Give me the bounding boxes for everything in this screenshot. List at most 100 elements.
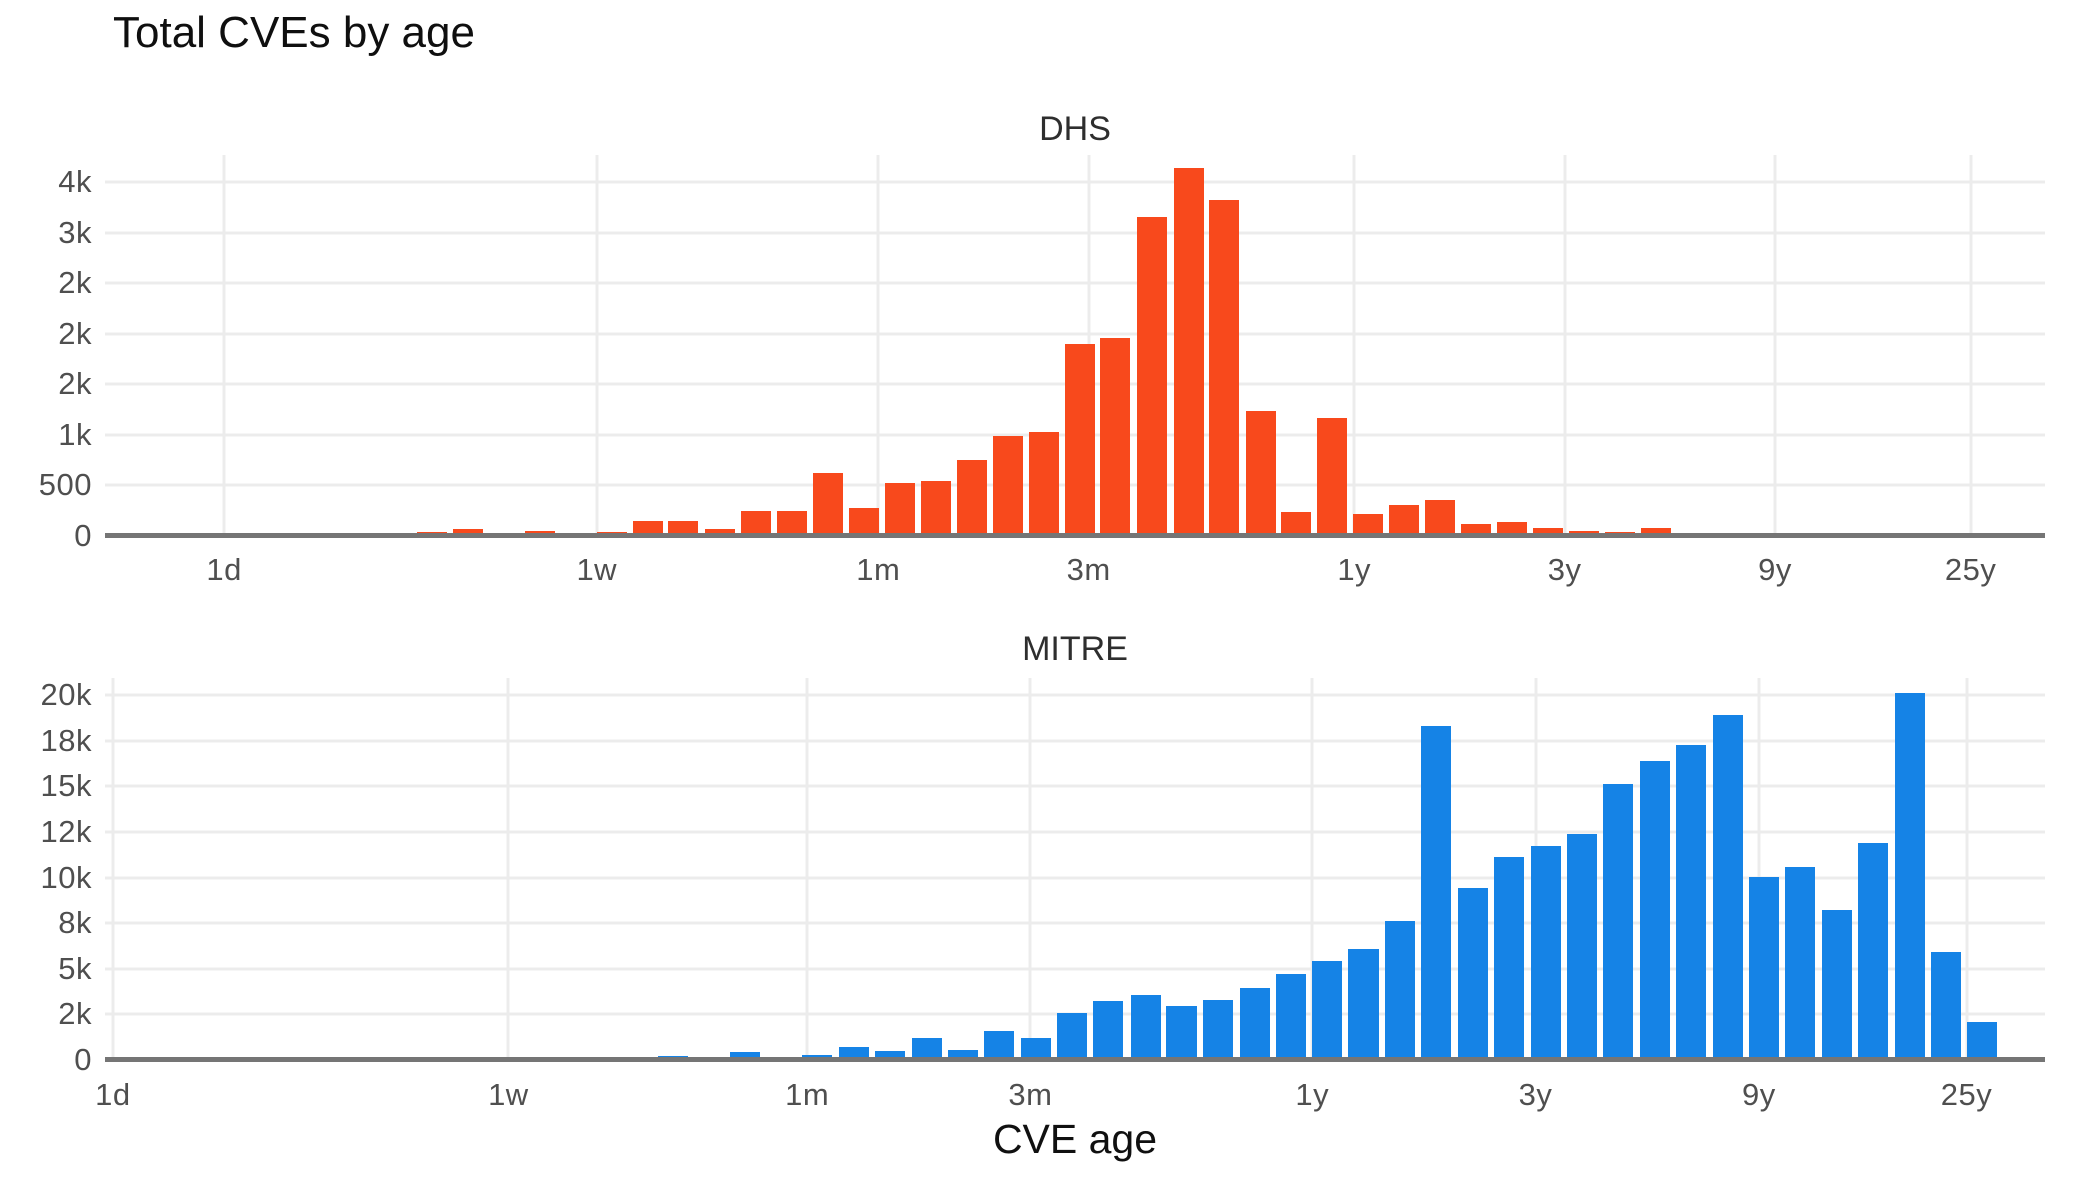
bar — [1930, 952, 1961, 1060]
bar — [1239, 987, 1270, 1060]
x-tick-label: 1y — [1295, 1077, 1330, 1112]
bar — [1281, 511, 1312, 536]
x-gridline — [595, 155, 599, 536]
x-tick-label: 9y — [1758, 552, 1792, 587]
bar — [884, 483, 916, 536]
bar — [1353, 513, 1384, 536]
bar — [776, 510, 808, 536]
y-tick-label: 3k — [58, 214, 92, 250]
bar — [704, 528, 735, 536]
bar — [911, 1038, 942, 1060]
x-gridline — [1352, 155, 1356, 536]
x-tick-label: 1w — [488, 1077, 529, 1112]
y-gridline — [105, 830, 2045, 834]
bar — [1533, 527, 1564, 536]
y-gridline — [105, 784, 2045, 788]
bar — [849, 508, 880, 536]
bar — [948, 1049, 979, 1060]
y-tick-label: 20k — [40, 677, 92, 712]
axis-baseline — [105, 1057, 2045, 1062]
x-tick-label: 1w — [576, 552, 618, 587]
x-tick-label: 9y — [1741, 1077, 1776, 1112]
bar — [1641, 528, 1672, 536]
y-gridline — [105, 180, 2045, 184]
y-axis-labels: 0 500 1k 2k 2k 2k 3k 4k — [0, 155, 92, 553]
y-tick-label: 4k — [58, 164, 92, 200]
bar — [1821, 910, 1852, 1060]
bar — [741, 510, 772, 536]
x-tick-label: 3y — [1518, 1077, 1553, 1112]
bar — [1748, 876, 1779, 1060]
bar — [1530, 846, 1561, 1060]
bar — [1494, 857, 1525, 1060]
bar — [1384, 921, 1415, 1060]
bar — [838, 1047, 869, 1060]
bar — [1208, 199, 1239, 536]
bar — [984, 1031, 1015, 1060]
plot-area — [105, 678, 2045, 1062]
bar — [993, 436, 1024, 536]
bar — [1858, 842, 1889, 1060]
y-gridline — [105, 967, 2045, 971]
x-tick-label: 1m — [856, 552, 901, 587]
y-tick-label: 2k — [58, 265, 92, 301]
x-axis-title: CVE age — [992, 1116, 1158, 1162]
bar — [957, 460, 988, 536]
y-tick-label: 500 — [38, 467, 92, 503]
facet-title: DHS — [1039, 110, 1111, 148]
x-gridline — [805, 678, 809, 1060]
y-tick-label: 15k — [40, 768, 92, 804]
bar — [1967, 1021, 1998, 1060]
bar — [1029, 431, 1060, 536]
bar — [1020, 1038, 1051, 1060]
y-gridline — [105, 281, 2045, 285]
x-axis-labels: 1d 1w 1m 3m 1y 3y 9y 25y — [105, 552, 2045, 596]
bar — [668, 520, 699, 536]
bar — [1676, 745, 1707, 1060]
y-axis-labels: 0 2k 5k 8k 10k 12k 15k 18k 20k — [0, 677, 92, 1077]
x-tick-label: 1m — [785, 1077, 830, 1112]
bar — [1203, 999, 1234, 1060]
bar — [1639, 760, 1670, 1060]
x-gridline — [222, 155, 226, 536]
y-tick-label: 5k — [58, 950, 92, 986]
bar — [1461, 523, 1492, 536]
bar — [1389, 504, 1420, 536]
bar — [1093, 1000, 1124, 1060]
bar — [1457, 888, 1488, 1060]
x-tick-label: 25y — [1940, 1077, 1993, 1112]
bar — [1100, 338, 1131, 536]
y-tick-label: 10k — [40, 859, 92, 895]
plot-area — [105, 155, 2045, 538]
y-tick-label: 8k — [58, 905, 92, 941]
bar — [1130, 995, 1161, 1060]
x-tick-label: 1d — [95, 1077, 131, 1112]
bar — [1894, 693, 1925, 1060]
y-tick-label: 2k — [58, 996, 92, 1032]
bar — [1065, 344, 1096, 536]
x-gridline — [1028, 678, 1032, 1060]
bar — [1425, 499, 1456, 536]
bar — [1056, 1012, 1087, 1060]
x-gridline — [1310, 678, 1314, 1060]
y-gridline — [105, 876, 2045, 879]
x-tick-label: 1d — [206, 552, 242, 587]
y-tick-label: 2k — [58, 315, 92, 351]
y-tick-label: 2k — [58, 366, 92, 402]
y-gridline — [105, 739, 2045, 743]
bar — [1312, 961, 1343, 1060]
x-gridline — [1773, 155, 1777, 536]
bar — [729, 1051, 760, 1060]
bar — [875, 1050, 906, 1060]
bar — [1348, 948, 1379, 1060]
bar — [1785, 867, 1816, 1060]
facet-title: MITRE — [1022, 630, 1128, 668]
x-gridline — [111, 678, 115, 1060]
bar — [1603, 784, 1634, 1060]
chart-title: Total CVEs by age — [113, 8, 475, 57]
y-tick-label: 12k — [40, 813, 92, 849]
y-gridline — [105, 231, 2045, 235]
y-gridline — [105, 921, 2045, 925]
x-gridline — [1965, 678, 1969, 1060]
x-gridline — [876, 155, 880, 536]
